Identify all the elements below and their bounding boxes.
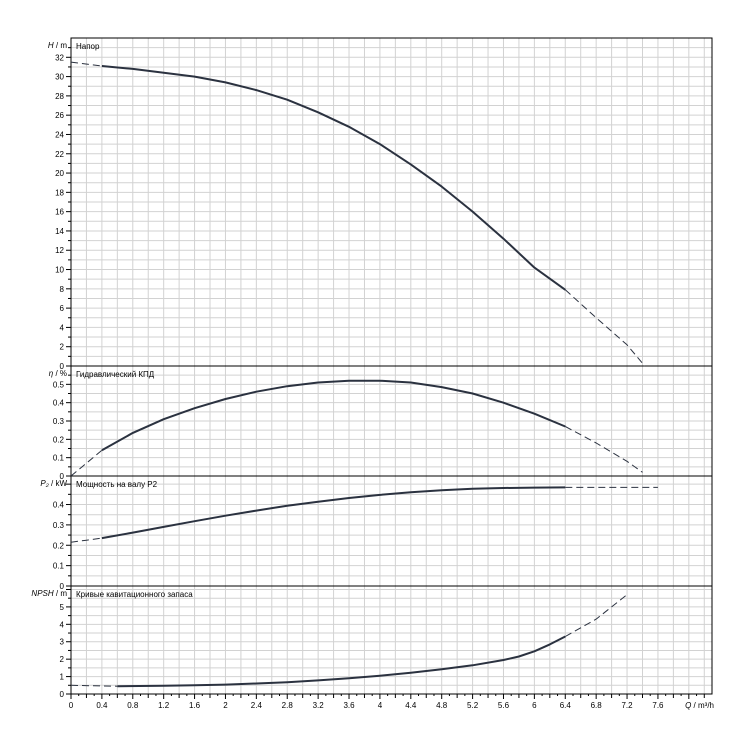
y-axis-label-npsh: NPSH / m [31, 589, 67, 598]
y-tick-label: 22 [55, 150, 64, 159]
y-tick-label: 3 [60, 638, 65, 647]
y-tick-label: 0 [60, 582, 65, 591]
x-tick-label: 4.4 [405, 701, 417, 710]
y-tick-label: 5 [60, 603, 65, 612]
y-tick-label: 0 [60, 690, 65, 699]
x-tick-label: 6 [532, 701, 537, 710]
y-tick-label: 0.1 [53, 454, 65, 463]
panel-title-head: Напор [76, 42, 100, 51]
axes-layer [66, 37, 713, 699]
x-axis-unit: / m³/h [691, 701, 714, 710]
y-tick-label: 0 [60, 362, 65, 371]
y-tick-label: 10 [55, 266, 64, 275]
curve-efficiency [101, 379, 566, 452]
y-axis-unit: / m [54, 41, 68, 50]
curve-extension-head [70, 61, 102, 67]
curve-extension-npsh [565, 594, 628, 637]
panel-frame-npsh [70, 585, 713, 695]
y-axis-label-power: P₂ / kW [40, 479, 67, 488]
panel-title-efficiency: Гидравлический КПД [76, 370, 155, 379]
x-tick-label: 4.8 [436, 701, 448, 710]
y-tick-label: 0 [60, 472, 65, 481]
curve-extension-efficiency [70, 449, 103, 477]
curves-layer [70, 61, 658, 688]
x-tick-label: 7.2 [621, 701, 633, 710]
y-tick-label: 0.1 [53, 562, 65, 571]
y-tick-label: 20 [55, 169, 64, 178]
y-axis-unit: / % [53, 369, 67, 378]
x-tick-label: 3.2 [313, 701, 325, 710]
x-tick-label: 7.6 [652, 701, 664, 710]
y-tick-label: 6 [60, 304, 65, 313]
x-tick-label: 5.6 [498, 701, 510, 710]
x-tick-label: 2 [223, 701, 228, 710]
x-tick-label: 6.8 [591, 701, 603, 710]
x-tick-label: 3.6 [343, 701, 355, 710]
y-tick-label: 2 [60, 343, 65, 352]
y-tick-label: 24 [55, 130, 64, 139]
y-tick-label: 32 [55, 53, 64, 62]
y-tick-label: 28 [55, 92, 64, 101]
y-tick-label: 0.5 [53, 380, 65, 389]
y-axis-symbol: η [49, 369, 54, 378]
y-axis-symbol: H [48, 41, 54, 50]
y-tick-label: 4 [60, 620, 65, 629]
y-tick-label: 16 [55, 208, 64, 217]
y-tick-label: 0.4 [53, 501, 65, 510]
y-axis-symbol: P₂ [40, 479, 48, 488]
y-tick-label: 1 [60, 673, 65, 682]
x-axis-label: Q / m³/h [685, 701, 714, 710]
x-tick-label: 0 [69, 701, 74, 710]
y-tick-label: 0.3 [53, 521, 65, 530]
y-tick-label: 0.2 [53, 541, 65, 550]
y-tick-label: 26 [55, 111, 64, 120]
y-tick-label: 14 [55, 227, 64, 236]
y-axis-label-efficiency: η / % [49, 369, 67, 378]
curve-npsh [117, 635, 566, 688]
x-tick-label: 4 [378, 701, 383, 710]
x-tick-label: 1.2 [158, 701, 170, 710]
y-tick-label: 4 [60, 323, 65, 332]
x-tick-label: 0.8 [127, 701, 139, 710]
y-tick-label: 2 [60, 655, 65, 664]
x-tick-label: 1.6 [189, 701, 201, 710]
y-tick-label: 0.3 [53, 417, 65, 426]
x-tick-label: 6.4 [560, 701, 572, 710]
y-axis-symbol: NPSH [31, 589, 53, 598]
y-tick-label: 0.2 [53, 435, 65, 444]
y-axis-label-head: H / m [48, 41, 67, 50]
y-tick-label: 18 [55, 188, 64, 197]
curve-extension-power [70, 537, 102, 543]
x-tick-label: 0.4 [96, 701, 108, 710]
x-tick-label: 2.4 [251, 701, 263, 710]
y-tick-label: 30 [55, 73, 64, 82]
curve-extension-efficiency [565, 426, 643, 473]
curve-head [101, 65, 566, 291]
x-axis-symbol: Q [685, 701, 691, 710]
curve-power [101, 486, 566, 540]
curve-extension-npsh [70, 684, 118, 687]
panel-title-power: Мощность на валу P2 [76, 480, 158, 489]
x-tick-label: 5.2 [467, 701, 479, 710]
y-tick-label: 0.4 [53, 399, 65, 408]
panel-title-npsh: Кривые кавитационного запаса [76, 590, 193, 599]
y-tick-label: 12 [55, 246, 64, 255]
x-tick-label: 2.8 [282, 701, 294, 710]
y-tick-label: 8 [60, 285, 65, 294]
y-axis-unit: / m [54, 589, 68, 598]
panel-frame-power [70, 475, 713, 587]
y-axis-unit: / kW [49, 479, 68, 488]
